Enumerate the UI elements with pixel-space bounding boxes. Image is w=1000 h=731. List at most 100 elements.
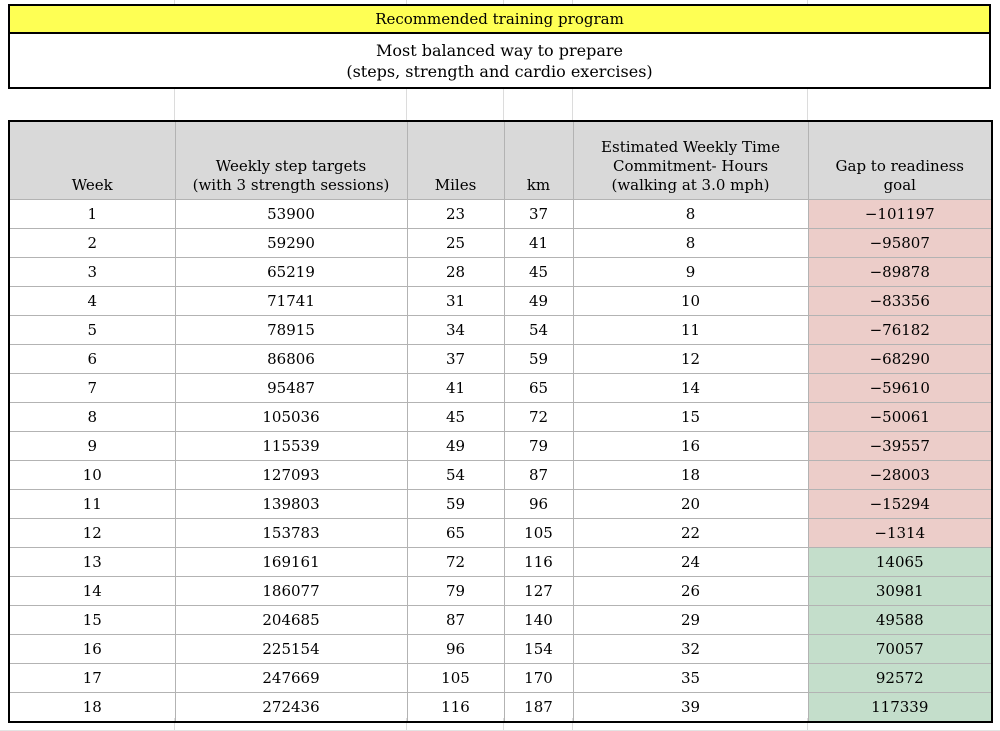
cell-steps[interactable]: 139803 <box>174 489 408 519</box>
cell-steps[interactable]: 71741 <box>174 286 408 316</box>
cell-miles[interactable]: 96 <box>406 634 505 664</box>
cell-miles[interactable]: 65 <box>406 518 505 548</box>
cell-week[interactable]: 6 <box>8 344 176 374</box>
cell-week[interactable]: 9 <box>8 431 176 461</box>
cell-km[interactable]: 41 <box>503 228 574 258</box>
cell-steps[interactable]: 115539 <box>174 431 408 461</box>
cell-km[interactable]: 105 <box>503 518 574 548</box>
cell-hours[interactable]: 35 <box>572 663 809 693</box>
cell-hours[interactable]: 12 <box>572 344 809 374</box>
cell-steps[interactable]: 59290 <box>174 228 408 258</box>
cell-km[interactable]: 65 <box>503 373 574 403</box>
cell-steps[interactable]: 272436 <box>174 692 408 723</box>
cell-miles[interactable]: 116 <box>406 692 505 723</box>
title-banner-cell[interactable]: Recommended training program <box>8 4 991 32</box>
header-cell-miles[interactable]: Miles <box>406 120 505 200</box>
cell-hours[interactable]: 29 <box>572 605 809 635</box>
cell-miles[interactable]: 45 <box>406 402 505 432</box>
cell-gap-positive[interactable]: 49588 <box>807 605 993 635</box>
cell-km[interactable]: 54 <box>503 315 574 345</box>
cell-gap-negative[interactable]: −39557 <box>807 431 993 461</box>
cell-steps[interactable]: 225154 <box>174 634 408 664</box>
cell-week[interactable]: 4 <box>8 286 176 316</box>
cell-steps[interactable]: 65219 <box>174 257 408 287</box>
cell-week[interactable]: 7 <box>8 373 176 403</box>
cell-km[interactable]: 59 <box>503 344 574 374</box>
cell-week[interactable]: 12 <box>8 518 176 548</box>
cell-steps[interactable]: 78915 <box>174 315 408 345</box>
cell-hours[interactable]: 8 <box>572 199 809 229</box>
cell-steps[interactable]: 169161 <box>174 547 408 577</box>
cell-km[interactable]: 79 <box>503 431 574 461</box>
cell-miles[interactable]: 79 <box>406 576 505 606</box>
cell-hours[interactable]: 26 <box>572 576 809 606</box>
cell-hours[interactable]: 22 <box>572 518 809 548</box>
cell-miles[interactable]: 105 <box>406 663 505 693</box>
cell-miles[interactable]: 41 <box>406 373 505 403</box>
cell-km[interactable]: 87 <box>503 460 574 490</box>
cell-hours[interactable]: 10 <box>572 286 809 316</box>
cell-hours[interactable]: 8 <box>572 228 809 258</box>
cell-gap-negative[interactable]: −68290 <box>807 344 993 374</box>
cell-hours[interactable]: 16 <box>572 431 809 461</box>
cell-hours[interactable]: 39 <box>572 692 809 723</box>
cell-gap-negative[interactable]: −50061 <box>807 402 993 432</box>
cell-gap-positive[interactable]: 30981 <box>807 576 993 606</box>
cell-km[interactable]: 96 <box>503 489 574 519</box>
cell-steps[interactable]: 105036 <box>174 402 408 432</box>
cell-gap-negative[interactable]: −15294 <box>807 489 993 519</box>
cell-km[interactable]: 170 <box>503 663 574 693</box>
header-cell-steps[interactable]: Weekly step targets (with 3 strength ses… <box>174 120 408 200</box>
cell-gap-negative[interactable]: −59610 <box>807 373 993 403</box>
cell-miles[interactable]: 31 <box>406 286 505 316</box>
cell-steps[interactable]: 95487 <box>174 373 408 403</box>
cell-hours[interactable]: 9 <box>572 257 809 287</box>
cell-steps[interactable]: 153783 <box>174 518 408 548</box>
cell-gap-positive[interactable]: 92572 <box>807 663 993 693</box>
cell-steps[interactable]: 53900 <box>174 199 408 229</box>
cell-week[interactable]: 8 <box>8 402 176 432</box>
cell-week[interactable]: 3 <box>8 257 176 287</box>
cell-hours[interactable]: 32 <box>572 634 809 664</box>
cell-hours[interactable]: 11 <box>572 315 809 345</box>
cell-hours[interactable]: 14 <box>572 373 809 403</box>
cell-steps[interactable]: 247669 <box>174 663 408 693</box>
header-cell-km[interactable]: km <box>503 120 574 200</box>
cell-hours[interactable]: 15 <box>572 402 809 432</box>
cell-km[interactable]: 37 <box>503 199 574 229</box>
cell-week[interactable]: 10 <box>8 460 176 490</box>
cell-week[interactable]: 13 <box>8 547 176 577</box>
cell-week[interactable]: 17 <box>8 663 176 693</box>
cell-gap-positive[interactable]: 117339 <box>807 692 993 723</box>
cell-miles[interactable]: 37 <box>406 344 505 374</box>
cell-miles[interactable]: 25 <box>406 228 505 258</box>
header-cell-gap[interactable]: Gap to readiness goal <box>807 120 993 200</box>
cell-week[interactable]: 2 <box>8 228 176 258</box>
cell-km[interactable]: 154 <box>503 634 574 664</box>
cell-miles[interactable]: 49 <box>406 431 505 461</box>
cell-km[interactable]: 187 <box>503 692 574 723</box>
cell-hours[interactable]: 18 <box>572 460 809 490</box>
cell-miles[interactable]: 28 <box>406 257 505 287</box>
cell-km[interactable]: 49 <box>503 286 574 316</box>
cell-week[interactable]: 18 <box>8 692 176 723</box>
cell-km[interactable]: 45 <box>503 257 574 287</box>
cell-week[interactable]: 14 <box>8 576 176 606</box>
cell-week[interactable]: 5 <box>8 315 176 345</box>
cell-km[interactable]: 127 <box>503 576 574 606</box>
cell-gap-negative[interactable]: −76182 <box>807 315 993 345</box>
cell-steps[interactable]: 127093 <box>174 460 408 490</box>
cell-km[interactable]: 116 <box>503 547 574 577</box>
cell-week[interactable]: 16 <box>8 634 176 664</box>
cell-gap-negative[interactable]: −1314 <box>807 518 993 548</box>
cell-miles[interactable]: 59 <box>406 489 505 519</box>
cell-km[interactable]: 140 <box>503 605 574 635</box>
cell-gap-negative[interactable]: −101197 <box>807 199 993 229</box>
cell-gap-negative[interactable]: −28003 <box>807 460 993 490</box>
cell-gap-negative[interactable]: −83356 <box>807 286 993 316</box>
cell-miles[interactable]: 34 <box>406 315 505 345</box>
cell-steps[interactable]: 86806 <box>174 344 408 374</box>
header-cell-hours[interactable]: Estimated Weekly Time Commitment- Hours … <box>572 120 809 200</box>
subtitle-cell[interactable]: Most balanced way to prepare (steps, str… <box>8 32 991 89</box>
cell-hours[interactable]: 24 <box>572 547 809 577</box>
